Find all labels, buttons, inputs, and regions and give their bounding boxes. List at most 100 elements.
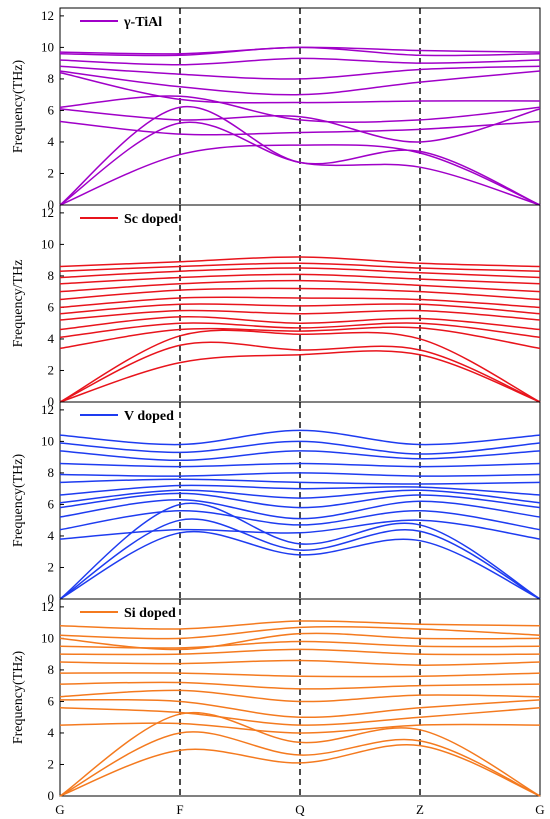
legend: γ-TiAl <box>80 15 162 30</box>
y-tick-label: 8 <box>48 268 55 283</box>
phonon-band <box>59 672 541 678</box>
phonon-band <box>59 620 541 630</box>
phonon-band <box>59 329 541 403</box>
phonon-band <box>59 462 541 468</box>
phonon-band <box>59 120 541 136</box>
band-group <box>59 429 541 600</box>
panel-frame <box>59 7 541 206</box>
y-tick-label: 2 <box>48 559 55 574</box>
legend-label: Si doped <box>124 606 176 621</box>
y-tick-label: 12 <box>41 599 54 614</box>
phonon-band <box>59 57 541 66</box>
phonon-band <box>59 722 541 734</box>
y-tick-label: 2 <box>48 362 55 377</box>
panel-1: 0 2 4 6 8 10 12 Frequency(THz) γ-TiAl <box>11 7 541 212</box>
y-tick-label: 12 <box>41 8 54 23</box>
phonon-band <box>59 489 541 504</box>
phonon-band <box>59 731 541 797</box>
phonon-band <box>59 478 541 485</box>
phonon-band <box>59 350 541 403</box>
y-tick-label: 8 <box>48 71 55 86</box>
y-tick-label: 8 <box>48 662 55 677</box>
y-tick-label: 0 <box>48 788 55 803</box>
phonon-band <box>59 296 541 309</box>
phonon-band <box>59 309 541 321</box>
phonon-band <box>59 659 541 666</box>
legend-label: Sc doped <box>124 212 178 227</box>
phonon-band <box>59 262 541 272</box>
phonon-band <box>59 326 541 350</box>
phonon-band <box>59 484 541 496</box>
y-tick-label: 6 <box>48 102 55 117</box>
y-tick-label: 4 <box>48 331 55 346</box>
phonon-band <box>59 492 541 509</box>
panel-4: 0 2 4 6 8 10 12 Frequency(THz) Si doped <box>11 598 541 803</box>
y-tick-label: 6 <box>48 496 55 511</box>
phonon-band <box>59 108 541 143</box>
phonon-band <box>59 95 541 123</box>
phonon-band <box>59 530 541 600</box>
y-axis-label: Frequency(THz) <box>11 60 26 154</box>
phonon-band <box>59 509 541 531</box>
panels: 0 2 4 6 8 10 12 Frequency(THz) γ-TiAl 0 2 4 6 8 10 12 Fr… <box>11 7 541 803</box>
legend: Sc doped <box>80 212 178 227</box>
y-axis-label: Frequency/THz <box>11 260 26 348</box>
y-tick-label: 6 <box>48 693 55 708</box>
y-tick-label: 2 <box>48 165 55 180</box>
legend: V doped <box>80 409 174 424</box>
x-tick-label: G <box>55 802 64 817</box>
phonon-band <box>59 498 541 520</box>
y-tick-label: 6 <box>48 299 55 314</box>
phonon-band <box>59 322 541 339</box>
panel-3: 0 2 4 6 8 10 12 Frequency(THz) V doped <box>11 401 541 606</box>
phonon-band <box>59 689 541 703</box>
legend-label: γ-TiAl <box>123 15 162 30</box>
y-tick-label: 10 <box>41 236 54 251</box>
phonon-band <box>59 273 541 285</box>
phonon-band <box>59 267 541 279</box>
phonon-band <box>59 648 541 656</box>
y-tick-label: 0 <box>48 591 55 606</box>
phonon-band <box>59 65 541 80</box>
panel-frame <box>59 204 541 403</box>
y-axis-label: Frequency(THz) <box>11 454 26 548</box>
phonon-band <box>59 429 541 446</box>
y-tick-label: 12 <box>41 402 54 417</box>
phonon-band <box>59 698 541 719</box>
band-group <box>59 256 541 403</box>
panel-frame <box>59 401 541 600</box>
y-tick-label: 4 <box>48 134 55 149</box>
x-tick-label: Z <box>416 802 424 817</box>
legend-label: V doped <box>124 409 174 424</box>
legend: Si doped <box>80 606 176 621</box>
phonon-band <box>59 518 541 600</box>
x-tick-label: Q <box>295 802 305 817</box>
phonon-band <box>59 502 541 600</box>
x-tick-label: G <box>535 802 544 817</box>
phonon-band <box>59 144 541 206</box>
y-tick-label: 12 <box>41 205 54 220</box>
y-tick-label: 2 <box>48 756 55 771</box>
phonon-band <box>59 303 541 315</box>
panel-2: 0 2 4 6 8 10 12 Frequency/THz Sc doped <box>11 204 541 409</box>
phonon-band <box>59 279 541 293</box>
y-tick-label: 8 <box>48 465 55 480</box>
phonon-band <box>59 440 541 455</box>
phonon-band <box>59 46 541 55</box>
phonon-band <box>59 743 541 797</box>
phonon-band <box>59 70 541 96</box>
y-axis-label: Frequency(THz) <box>11 651 26 745</box>
phonon-band <box>59 472 541 477</box>
y-tick-label: 4 <box>48 528 55 543</box>
y-tick-label: 10 <box>41 39 54 54</box>
band-group <box>59 46 541 206</box>
phonon-band <box>59 287 541 301</box>
phonon-band <box>59 711 541 797</box>
x-tick-label: F <box>176 802 183 817</box>
phonon-band <box>59 632 541 651</box>
phonon-band <box>59 519 541 540</box>
y-tick-label: 10 <box>41 433 54 448</box>
phonon-band <box>59 71 541 104</box>
phonon-band <box>59 256 541 268</box>
